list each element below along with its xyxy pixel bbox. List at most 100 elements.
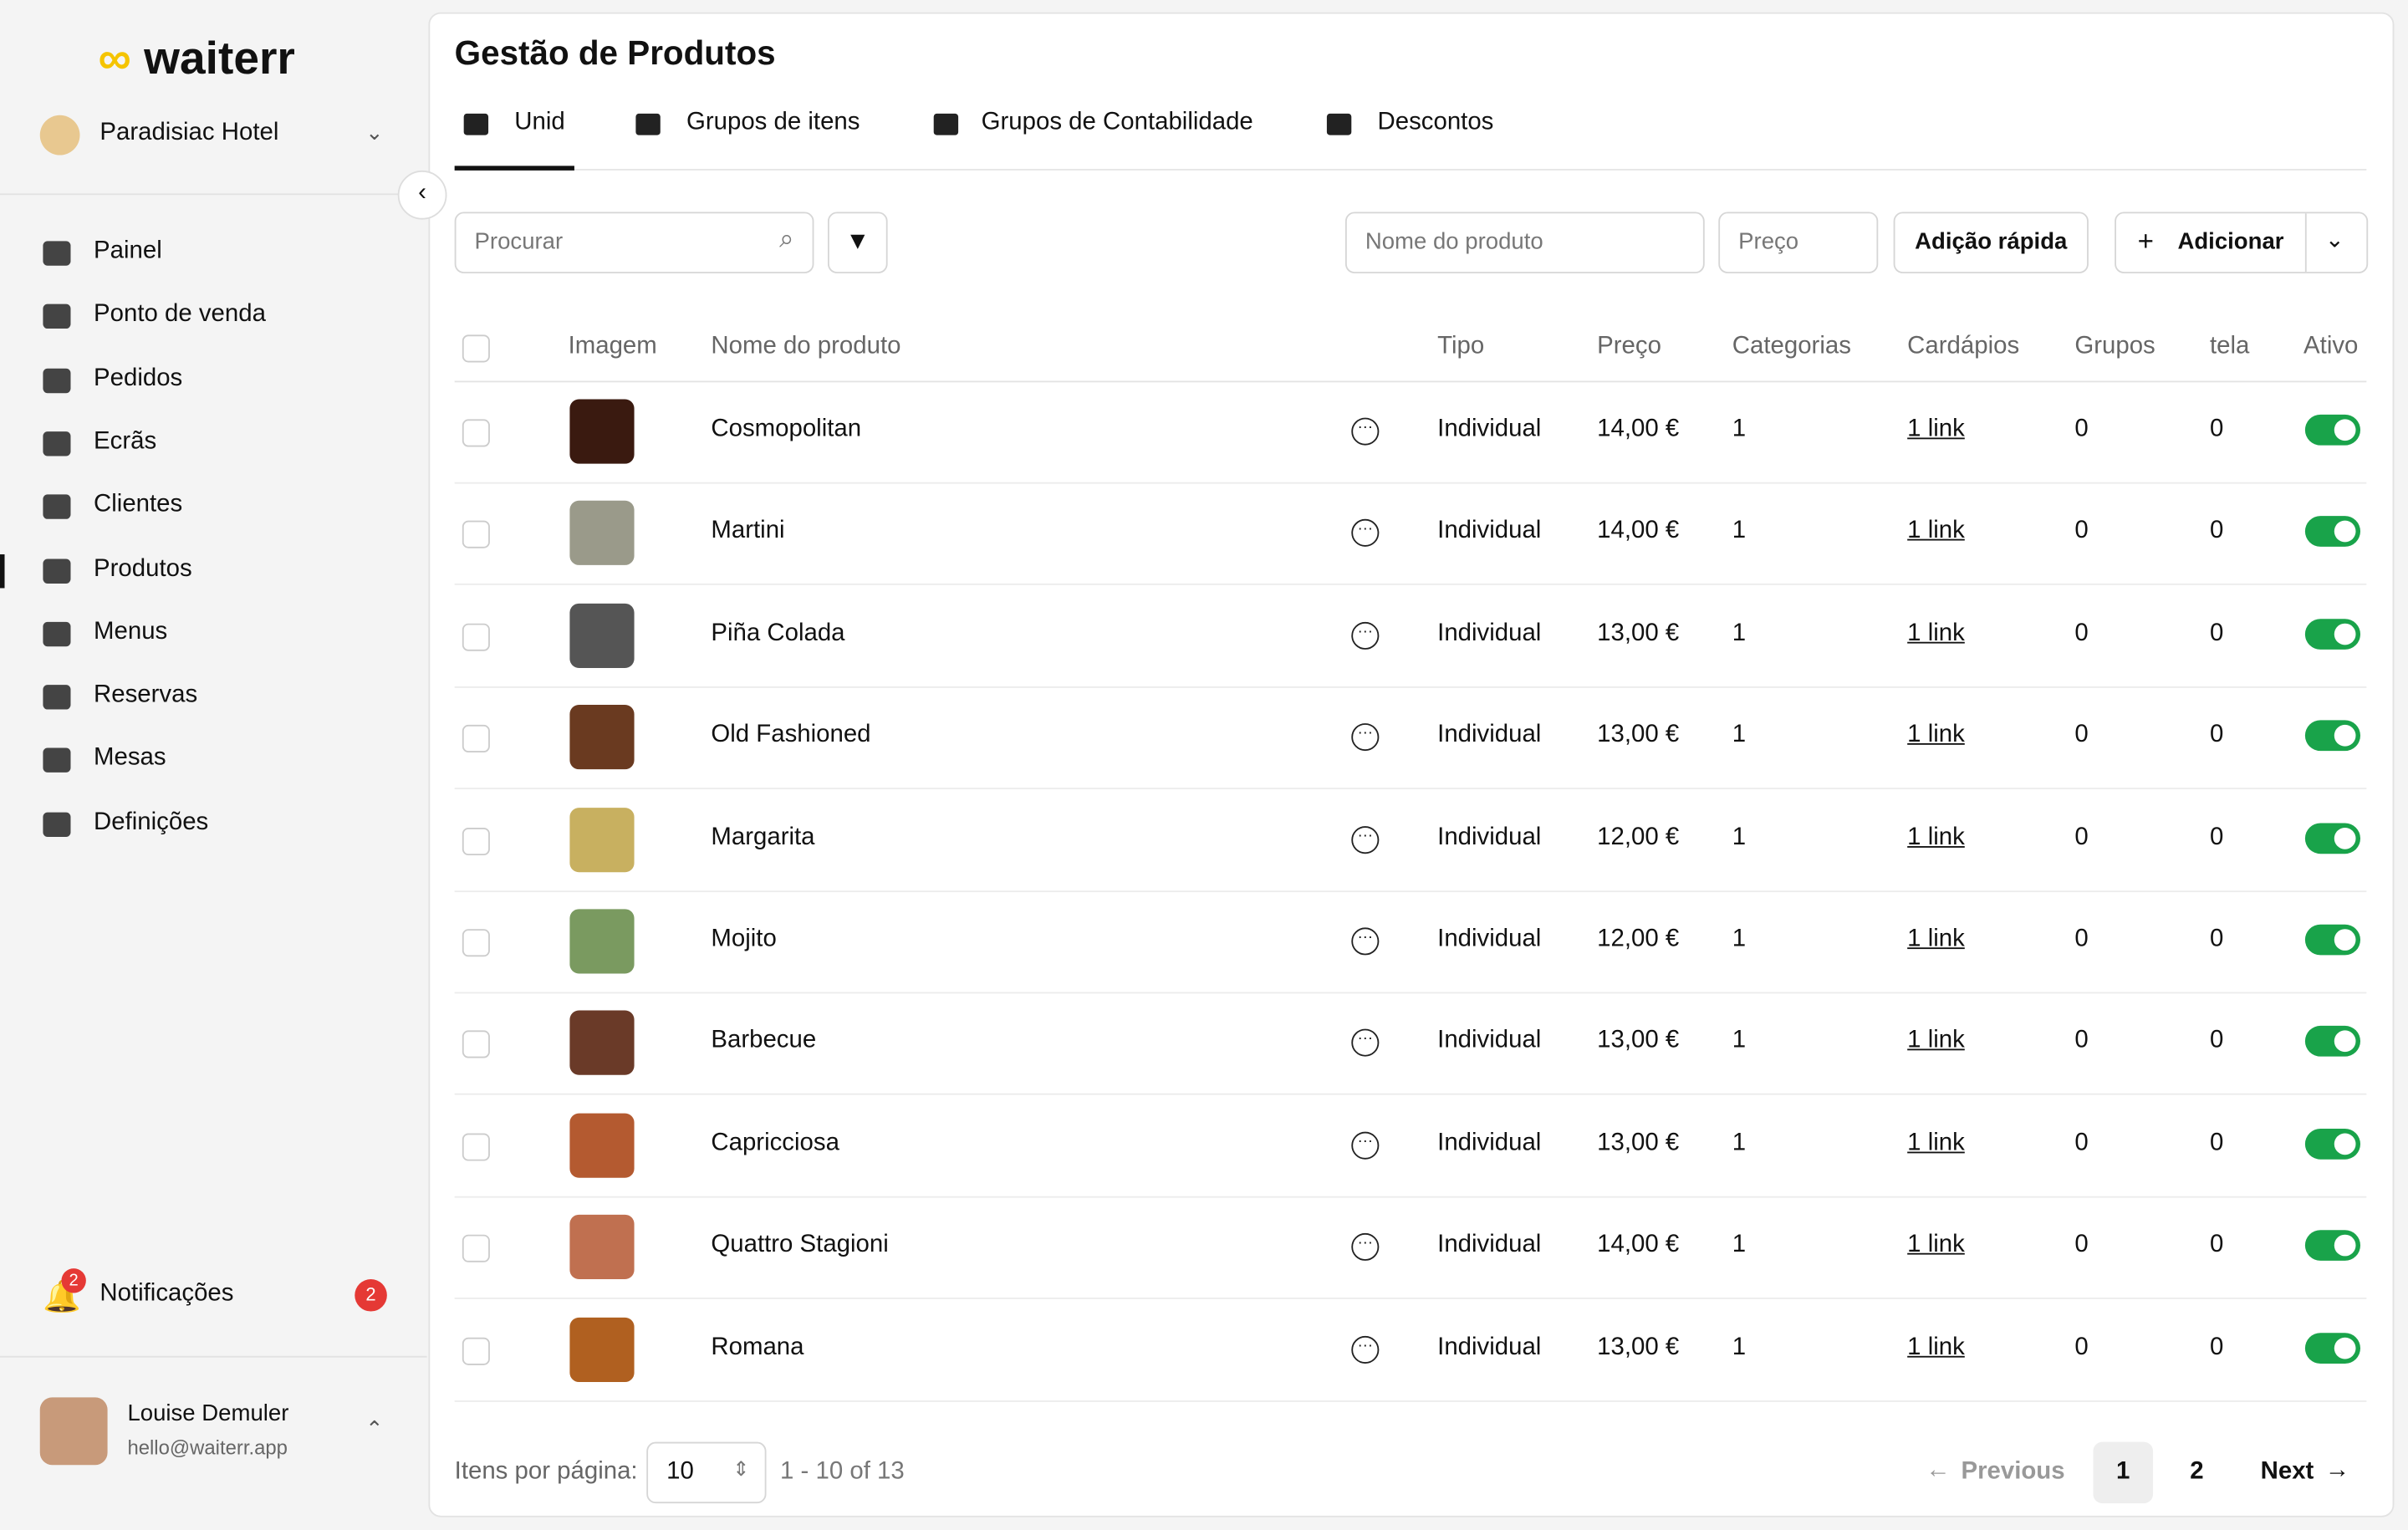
tab[interactable]: Unid: [514, 109, 565, 135]
tabs-line: [454, 169, 2367, 171]
cell[interactable]: 1 link: [1907, 722, 1965, 748]
notifications-label[interactable]: Notificações: [99, 1280, 234, 1308]
nav-item[interactable]: Clientes: [94, 492, 183, 518]
cell: 0: [2210, 1028, 2224, 1054]
product-name: Piña Colada: [711, 620, 845, 646]
add-dropdown[interactable]: ⌄: [2324, 227, 2344, 254]
add-button[interactable]: Adicionar: [2177, 228, 2284, 255]
row-checkbox[interactable]: [462, 1235, 490, 1263]
toggle[interactable]: [2304, 1128, 2361, 1160]
user-menu[interactable]: ⌃: [365, 1415, 384, 1441]
row-checkbox[interactable]: [462, 827, 490, 855]
per-page-select[interactable]: ⇕: [646, 1441, 767, 1504]
bell-badge: 2: [61, 1268, 86, 1293]
nav-icon: [43, 748, 71, 773]
toggle[interactable]: [2304, 1230, 2361, 1262]
nav-item[interactable]: Menus: [94, 618, 168, 645]
toggle[interactable]: [2304, 924, 2361, 956]
tab[interactable]: Descontos: [1377, 109, 1494, 135]
filter-button[interactable]: ▼: [827, 212, 888, 273]
nav-item[interactable]: Ecrãs: [94, 428, 157, 455]
cell: Individual: [1437, 1130, 1542, 1156]
cell[interactable]: 1 link: [1907, 620, 1965, 646]
toggle[interactable]: [2304, 516, 2361, 548]
toggle[interactable]: [2304, 822, 2361, 854]
row-checkbox[interactable]: [462, 1133, 490, 1161]
next-button[interactable]: Next: [2260, 1458, 2314, 1486]
nav-active-bar: [0, 554, 5, 589]
cell[interactable]: 1 link: [1907, 824, 1965, 850]
row-checkbox[interactable]: [462, 1337, 490, 1365]
more-button[interactable]: ···: [1351, 1131, 1380, 1160]
add-button-group: + Adicionar ⌄: [2115, 212, 2369, 273]
nav-item[interactable]: Ponto de venda: [94, 301, 266, 328]
cell[interactable]: 1 link: [1907, 1232, 1965, 1258]
tab-icon: [635, 113, 661, 135]
cell[interactable]: 1 link: [1907, 416, 1965, 442]
more-button[interactable]: ···: [1351, 927, 1380, 956]
divider: [0, 1355, 427, 1358]
more-button[interactable]: ···: [1351, 1233, 1380, 1262]
previous-button[interactable]: Previous: [1961, 1458, 2065, 1486]
price-input[interactable]: Preço: [1718, 212, 1879, 273]
toggle[interactable]: [2304, 1026, 2361, 1058]
row-checkbox[interactable]: [462, 623, 490, 651]
more-button[interactable]: ···: [1351, 1335, 1380, 1364]
row-checkbox[interactable]: [462, 1031, 490, 1059]
cell[interactable]: 1 link: [1907, 518, 1965, 544]
cell: 0: [2074, 722, 2089, 748]
tab-icon: [933, 113, 959, 135]
toggle[interactable]: [2304, 720, 2361, 752]
tab-icon: [463, 113, 489, 135]
thumbnail: [569, 1011, 635, 1076]
quick-add-button[interactable]: Adição rápida: [1893, 212, 2089, 273]
cell[interactable]: 1 link: [1907, 1130, 1965, 1156]
venue-chevron[interactable]: ⌄: [365, 120, 384, 145]
nav-item[interactable]: Produtos: [94, 554, 192, 582]
row-checkbox[interactable]: [462, 929, 490, 957]
tab[interactable]: Grupos de itens: [686, 109, 860, 135]
row-checkbox[interactable]: [462, 419, 490, 447]
nav-item[interactable]: Mesas: [94, 745, 166, 772]
row-line: [454, 1400, 2367, 1402]
toggle[interactable]: [2304, 618, 2361, 650]
nav-item[interactable]: Pedidos: [94, 365, 183, 391]
cell: 0: [2210, 824, 2224, 850]
cell: 1: [1732, 824, 1747, 850]
nav-item[interactable]: Painel: [94, 237, 162, 264]
search-input[interactable]: Procurar ⌕: [454, 212, 814, 273]
more-button[interactable]: ···: [1351, 417, 1380, 446]
cell: 1: [1732, 620, 1747, 646]
nav-item[interactable]: Reservas: [94, 681, 198, 708]
nav-icon: [43, 494, 71, 520]
page-button[interactable]: 2: [2190, 1458, 2204, 1486]
more-button[interactable]: ···: [1351, 519, 1380, 548]
collapse-button[interactable]: ‹: [397, 170, 447, 220]
name-input[interactable]: Nome do produto: [1344, 212, 1705, 273]
cell[interactable]: 1 link: [1907, 1334, 1965, 1360]
product-name: Martini: [711, 518, 785, 544]
page-button[interactable]: 1: [2093, 1441, 2154, 1504]
row-checkbox[interactable]: [462, 521, 490, 549]
cell: 0: [2074, 1334, 2089, 1360]
cell[interactable]: 1 link: [1907, 1028, 1965, 1054]
cell: Individual: [1437, 824, 1542, 850]
cell[interactable]: 1 link: [1907, 926, 1965, 952]
toggle[interactable]: [2304, 414, 2361, 446]
more-button[interactable]: ···: [1351, 1029, 1380, 1058]
row-checkbox[interactable]: [462, 725, 490, 753]
cell: Individual: [1437, 1334, 1542, 1360]
more-button[interactable]: ···: [1351, 621, 1380, 650]
cell: 13,00 €: [1597, 620, 1680, 646]
thumbnail: [569, 705, 635, 770]
notifications-count: 2: [355, 1278, 387, 1312]
venue-name[interactable]: Paradisiac Hotel: [99, 120, 279, 146]
tab[interactable]: Grupos de Contabilidade: [981, 109, 1253, 135]
more-button[interactable]: ···: [1351, 825, 1380, 854]
toggle[interactable]: [2304, 1332, 2361, 1364]
more-button[interactable]: ···: [1351, 723, 1380, 752]
row-line: [454, 890, 2367, 892]
nav-item[interactable]: Definições: [94, 808, 209, 835]
